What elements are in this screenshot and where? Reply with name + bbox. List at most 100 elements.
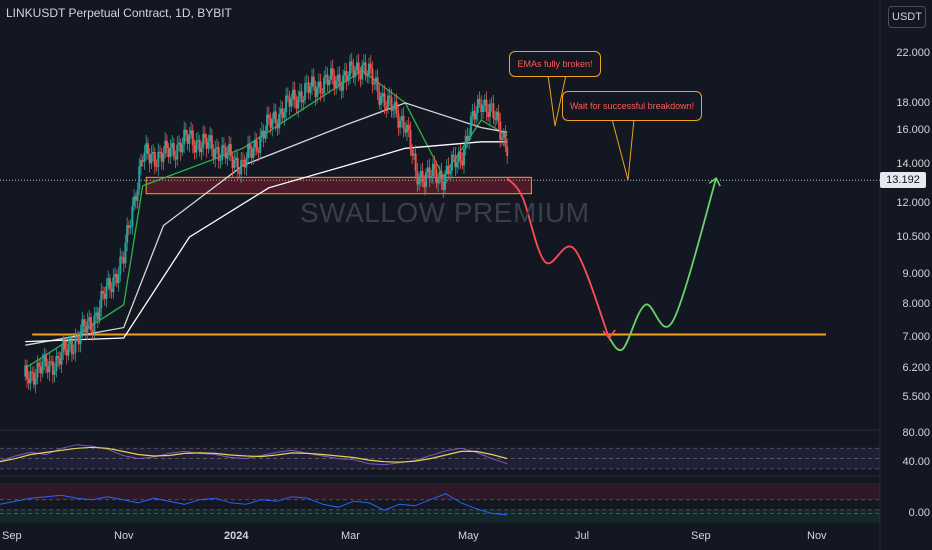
candle-body — [43, 354, 46, 362]
candle-body — [131, 206, 134, 227]
candle-body — [172, 143, 175, 157]
candle-body — [262, 130, 265, 139]
candle-body — [501, 137, 503, 140]
candle-body — [236, 157, 239, 173]
callout-emas-broken-pointer — [547, 74, 567, 127]
candle-body — [96, 312, 99, 320]
callout-emas-broken: EMAs fully broken! — [509, 51, 601, 77]
candle-body — [174, 156, 177, 160]
candle-body — [26, 365, 28, 379]
candle-body — [243, 160, 246, 168]
candle-body — [222, 145, 225, 148]
candle-body — [286, 95, 289, 97]
candle-body — [229, 144, 232, 157]
candle-body — [124, 242, 127, 264]
candle-body — [292, 89, 294, 99]
candle-body — [155, 166, 158, 168]
candle-body — [350, 61, 353, 66]
candle-body — [50, 361, 53, 363]
candle-body — [487, 111, 490, 117]
candle-body — [316, 87, 319, 98]
candle-body — [167, 148, 170, 158]
candle-body — [302, 99, 305, 103]
candle-body — [390, 97, 393, 112]
candle-body — [357, 62, 360, 74]
candle-body — [476, 99, 479, 113]
candle-body — [143, 152, 146, 162]
osc-y-tick: 80.00 — [902, 427, 930, 439]
candle-body — [366, 75, 369, 77]
candle-body — [378, 91, 381, 105]
candle-body — [297, 96, 300, 109]
candle-body — [482, 105, 484, 112]
candle-body — [62, 340, 65, 353]
candle-body — [259, 135, 262, 153]
candle-body — [469, 116, 472, 137]
candle-body — [250, 149, 253, 158]
candle-body — [260, 130, 263, 136]
candle-body — [364, 62, 367, 76]
osc-band — [0, 448, 880, 469]
candle-body — [65, 349, 68, 356]
candle-body — [60, 352, 63, 365]
y-tick: 10.500 — [896, 231, 930, 243]
callout-emas-broken-text: EMAs fully broken! — [517, 59, 593, 69]
candle-body — [226, 152, 229, 159]
y-tick: 12.000 — [896, 197, 930, 209]
candle-body — [29, 371, 32, 384]
candle-body — [46, 366, 49, 373]
candle-body — [397, 113, 400, 128]
candle-body — [300, 91, 303, 103]
candle-body — [400, 115, 403, 121]
candle-body — [414, 153, 417, 171]
y-tick: 6.200 — [902, 362, 930, 374]
candle-body — [57, 356, 60, 359]
y-tick: 7.000 — [902, 331, 930, 343]
x-tick: Mar — [341, 530, 360, 542]
candle-body — [430, 176, 433, 179]
candle-body — [38, 362, 41, 367]
candle-body — [406, 124, 408, 133]
candle-body — [200, 148, 203, 153]
candle-body — [119, 256, 122, 275]
candle-body — [347, 75, 350, 82]
candle-body — [290, 98, 293, 107]
candle-body — [278, 113, 281, 129]
candle-body — [58, 358, 61, 365]
candle-body — [373, 82, 376, 85]
candle-body — [255, 140, 258, 152]
osc-signal-line — [0, 446, 508, 463]
x-tick: Nov — [807, 530, 827, 542]
candle-body — [311, 76, 313, 87]
candle-body — [444, 174, 446, 190]
candle-body — [407, 124, 410, 131]
currency-button[interactable]: USDT — [888, 6, 926, 28]
candle-body — [345, 71, 348, 82]
hist-band-top — [0, 483, 880, 500]
y-tick: 8.000 — [902, 298, 930, 310]
candle-body — [380, 96, 383, 105]
candle-body — [32, 372, 35, 385]
candle-body — [148, 154, 151, 164]
candle-body — [145, 143, 148, 153]
candle-body — [419, 171, 422, 179]
candle-body — [480, 103, 483, 112]
candle-body — [485, 99, 488, 112]
candle-body — [240, 160, 243, 175]
candle-body — [416, 170, 419, 185]
candle-body — [264, 130, 267, 139]
candle-body — [176, 144, 179, 160]
series-ema-slow — [25, 141, 508, 343]
candle-body — [217, 147, 220, 161]
candle-body — [169, 147, 172, 158]
candle-body — [461, 160, 464, 166]
candle-body — [459, 151, 462, 161]
candle-body — [81, 319, 84, 333]
candle-body — [134, 196, 137, 201]
candle-body — [210, 135, 213, 149]
candle-body — [433, 163, 436, 170]
candle-body — [51, 361, 54, 375]
candle-body — [84, 325, 87, 333]
candle-body — [31, 371, 34, 373]
